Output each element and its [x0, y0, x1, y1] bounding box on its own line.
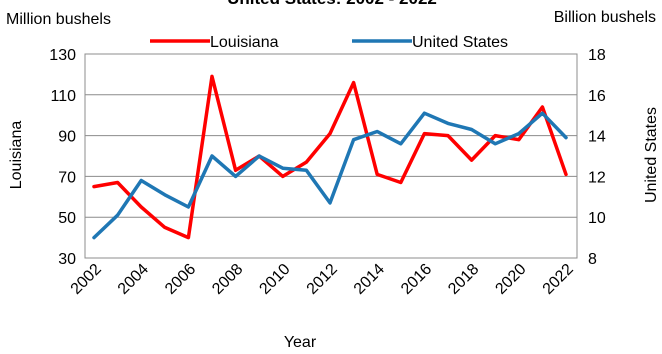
- left-tick-label: 90: [58, 129, 76, 146]
- right-tick-label: 18: [588, 47, 606, 64]
- left-tick-label: 70: [58, 169, 76, 186]
- x-tick-label: 2020: [492, 261, 529, 298]
- x-tick-label: 2012: [304, 261, 341, 298]
- x-tick-label: 2006: [162, 261, 199, 298]
- x-tick-label: 2022: [540, 261, 577, 298]
- x-tick-label: 2016: [398, 261, 435, 298]
- chart-title: United States: 2002 - 2022: [227, 0, 437, 8]
- right-tick-label: 12: [588, 169, 606, 186]
- x-tick-label: 2008: [209, 261, 246, 298]
- right-tick-label: 10: [588, 210, 606, 227]
- x-tick-label: 2014: [351, 261, 388, 298]
- left-tick-label: 110: [50, 88, 76, 105]
- series-layer: [92, 74, 568, 240]
- x-axis-label: Year: [284, 334, 317, 351]
- series-line-louisiana: [92, 74, 568, 240]
- series-line-united-states: [92, 111, 568, 240]
- legend-label-louisiana: Louisiana: [210, 34, 279, 51]
- right-axis: 8 10 12 14 16 18: [588, 47, 606, 268]
- x-tick-label: 2018: [445, 261, 482, 298]
- left-tick-label: 130: [49, 47, 76, 64]
- left-tick-label: 30: [58, 251, 76, 268]
- right-tick-label: 14: [588, 129, 606, 146]
- left-tick-label: 50: [58, 210, 76, 227]
- left-axis: 30 50 70 90 110 130: [49, 47, 76, 268]
- right-axis-unit: Billion bushels: [554, 9, 656, 26]
- left-axis-unit: Million bushels: [6, 11, 111, 28]
- plot-area: [84, 53, 578, 259]
- gridlines: [85, 53, 577, 259]
- plot-border: [84, 53, 578, 259]
- left-axis-label: Louisiana: [8, 121, 25, 190]
- x-tick-label: 2004: [115, 261, 152, 298]
- right-tick-label: 16: [588, 88, 606, 105]
- right-tick-label: 8: [588, 251, 597, 268]
- legend-label-united-states: United States: [412, 34, 508, 51]
- legend: Louisiana United States: [150, 34, 508, 51]
- right-axis-label: United States: [643, 107, 660, 203]
- x-tick-label: 2010: [256, 261, 293, 298]
- x-axis: 2002 2004 2006 2008 2010 2012 2014 2016 2018 2020…: [68, 261, 577, 298]
